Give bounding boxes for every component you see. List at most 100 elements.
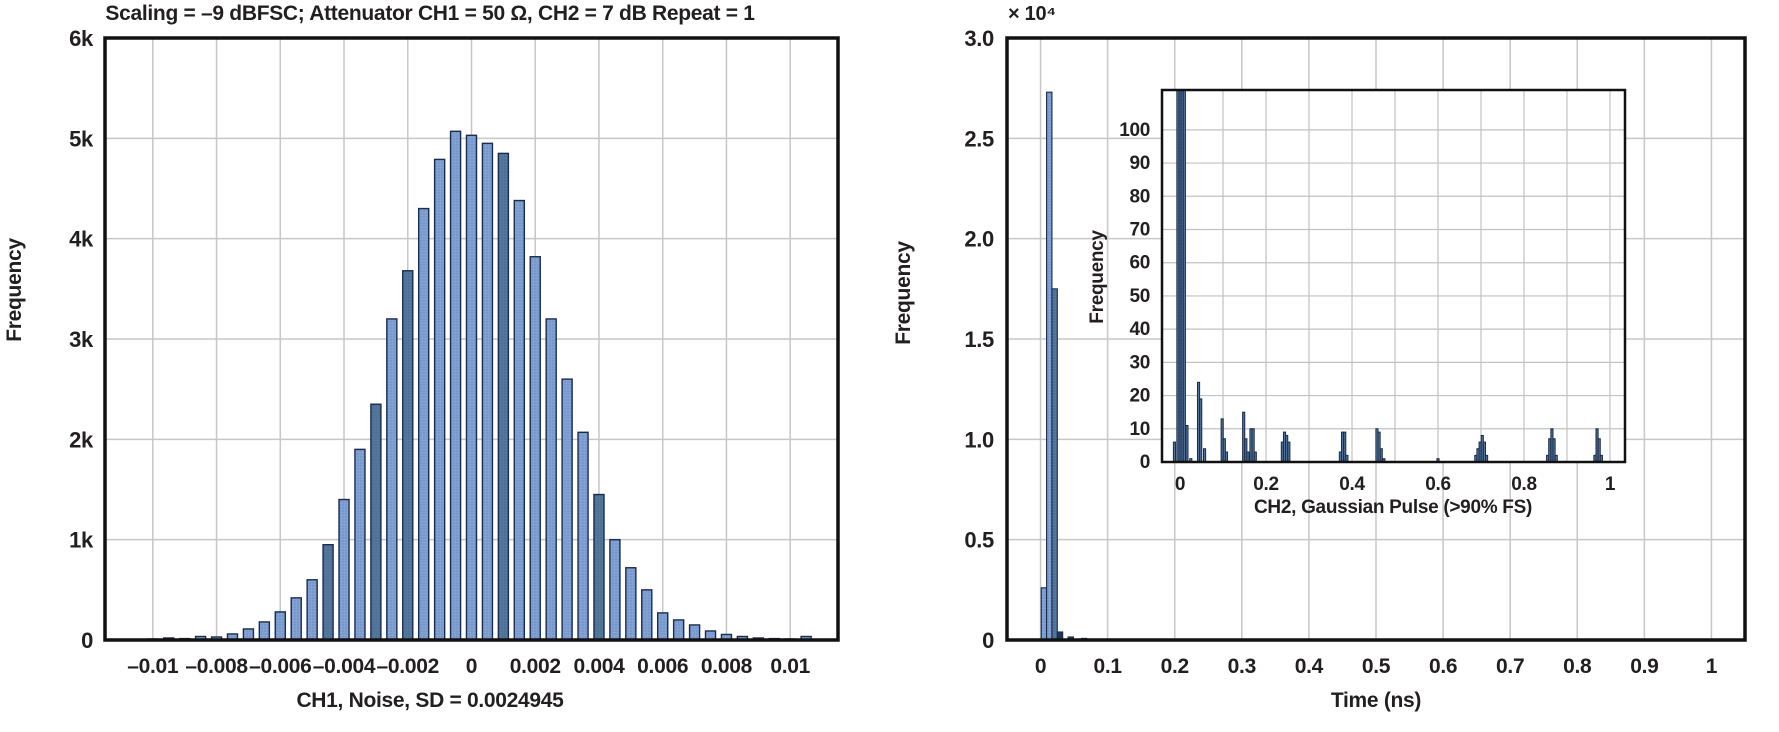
- ch2-time-plot-frame: [1005, 36, 1747, 642]
- histogram-bar: [370, 403, 382, 641]
- histogram-bar: [1046, 91, 1053, 641]
- x-tick-label: 0.6: [1429, 655, 1457, 678]
- x-tick-label: 0.002: [510, 655, 561, 678]
- histogram-bar: [625, 567, 637, 641]
- histogram-bar: [1185, 424, 1189, 463]
- y-tick-label: 2.0: [964, 227, 994, 252]
- y-tick-label: 90: [1129, 153, 1150, 174]
- x-tick-label: 0.8: [1563, 655, 1592, 678]
- x-tick-label: 0.5: [1362, 655, 1391, 678]
- x-tick-label: 0.9: [1630, 655, 1658, 678]
- y-tick-label: 30: [1129, 352, 1150, 373]
- histogram-bar: [465, 134, 478, 641]
- x-tick-label: 0.008: [701, 655, 753, 678]
- x-tick-label: 0.7: [1496, 655, 1524, 678]
- ch1-x-axis-label: CH1, Noise, SD = 0.0024945: [296, 689, 564, 712]
- x-tick-label: 0.1: [1093, 655, 1122, 678]
- y-tick-label: 0: [982, 628, 994, 653]
- histogram-bar: [1051, 288, 1058, 641]
- x-tick-label: 0: [1035, 655, 1046, 678]
- ch1-y-axis-label: Frequency: [3, 238, 26, 342]
- x-tick-label: –0.002: [377, 655, 439, 678]
- inset-y-axis-label: Frequency: [1087, 230, 1108, 324]
- y-tick-label: 2.5: [964, 126, 994, 151]
- y-tick-label: 1.0: [964, 427, 994, 452]
- ch1-noise-plot: –0.01 –0.008 –0.006 –0.004 –0.002 0 0.002 0.004…: [69, 26, 840, 678]
- histogram-bar: [290, 597, 302, 641]
- ch2-y-axis-label: Frequency: [892, 241, 915, 345]
- y-tick-label: 20: [1129, 386, 1150, 407]
- x-tick-label: 0.01: [770, 655, 810, 678]
- x-tick-label: 0.004: [573, 655, 625, 678]
- x-tick-label: 1: [1706, 655, 1718, 678]
- y-tick-label: 1.5: [964, 327, 994, 352]
- y-tick-label: 3k: [69, 327, 94, 352]
- x-tick-label: –0.004: [313, 655, 376, 678]
- histogram-bar: [402, 270, 414, 641]
- histogram-bar: [1199, 398, 1203, 463]
- x-tick-label: –0.01: [127, 655, 179, 678]
- histogram-bar: [1182, 89, 1186, 463]
- ch2-inset-plot-frame: [1160, 88, 1627, 464]
- histogram-bar: [417, 207, 430, 641]
- histogram-bar: [1379, 448, 1383, 463]
- histogram-bar: [593, 493, 605, 641]
- x-tick-label: 0: [1175, 474, 1185, 495]
- histogram-bar: [386, 318, 398, 641]
- y-tick-label: 0.5: [964, 528, 994, 553]
- histogram-bar: [545, 318, 557, 641]
- histogram-bar: [338, 498, 350, 641]
- x-tick-label: 0.6: [1425, 474, 1451, 495]
- y-tick-label: 6k: [69, 26, 94, 51]
- x-tick-label: –0.008: [185, 655, 248, 678]
- x-tick-label: 1: [1605, 474, 1616, 495]
- histogram-bar: [529, 256, 541, 641]
- histogram-bar: [1202, 448, 1207, 463]
- histogram-bar: [1224, 451, 1229, 463]
- y-tick-label: 1k: [69, 528, 94, 553]
- y-tick-label: 0: [1140, 452, 1150, 473]
- histogram-bar: [609, 538, 621, 641]
- y-tick-label: 0: [81, 628, 93, 653]
- y-tick-label: 50: [1129, 286, 1150, 307]
- ch2-x-axis-label: Time (ns): [1330, 689, 1422, 712]
- x-tick-label: 0.4: [1295, 655, 1324, 678]
- x-tick-label: 0.3: [1228, 655, 1256, 678]
- y-tick-label: 5k: [69, 126, 94, 151]
- y-tick-label: 80: [1129, 186, 1150, 207]
- histogram-bar: [306, 579, 318, 641]
- y-tick-label: 60: [1129, 253, 1150, 274]
- histogram-bar: [672, 619, 685, 641]
- y-tick-label: 100: [1119, 120, 1150, 141]
- x-tick-label: –0.006: [249, 655, 311, 678]
- ch1-noise-plot-frame: [103, 36, 840, 642]
- x-tick-label: 0.2: [1161, 655, 1189, 678]
- y-tick-label: 4k: [69, 227, 94, 252]
- x-tick-label: 0.8: [1511, 474, 1537, 495]
- y-tick-label: 10: [1129, 419, 1150, 440]
- histogram-bar: [497, 152, 510, 641]
- histogram-bar: [354, 448, 366, 641]
- histogram-bar: [1287, 441, 1291, 463]
- histogram-bar: [1172, 441, 1177, 463]
- histogram-bar: [433, 158, 446, 641]
- y-tick-label: 40: [1129, 319, 1150, 340]
- inset-x-axis-label: CH2, Gaussian Pulse (>90% FS): [1254, 497, 1532, 518]
- x-tick-label: 0: [466, 655, 477, 678]
- x-tick-label: 0.2: [1253, 474, 1279, 495]
- ch2-inset-plot-background: [1162, 90, 1625, 462]
- histogram-bar: [688, 624, 701, 641]
- histogram-bar: [481, 142, 494, 641]
- histogram-bar: [513, 199, 526, 641]
- histogram-bar: [274, 611, 287, 641]
- ch1-title: Scaling = –9 dBFSC; Attenuator CH1 = 50 …: [105, 2, 755, 25]
- histogram-bar: [258, 621, 271, 641]
- histogram-bar: [1253, 451, 1257, 463]
- histogram-bar: [322, 543, 334, 641]
- ch2-y-multiplier: × 10⁴: [1008, 3, 1056, 25]
- histogram-bar: [1040, 587, 1048, 641]
- histogram-bar: [449, 130, 462, 641]
